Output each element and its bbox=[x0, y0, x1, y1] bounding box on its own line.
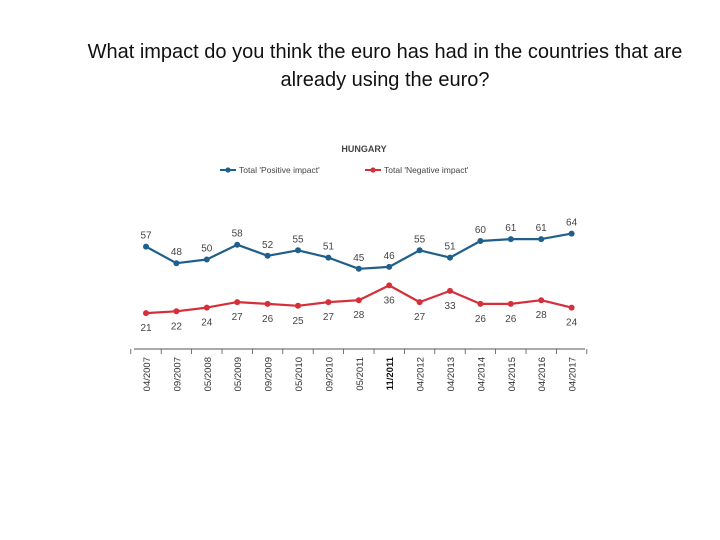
data-label: 28 bbox=[536, 310, 548, 321]
question-title: What impact do you think the euro has ha… bbox=[87, 41, 683, 91]
data-label: 51 bbox=[444, 242, 456, 253]
data-point bbox=[234, 299, 241, 306]
x-tick-label: 04/2016 bbox=[537, 357, 548, 391]
legend-label-1: Total 'Negative impact' bbox=[384, 165, 469, 175]
data-point bbox=[386, 282, 393, 289]
x-tick-label: 09/2009 bbox=[264, 357, 275, 391]
chart-title: HUNGARY bbox=[341, 144, 386, 154]
data-label: 50 bbox=[201, 244, 213, 255]
data-label: 60 bbox=[475, 225, 487, 236]
data-point bbox=[295, 247, 301, 254]
data-point bbox=[568, 230, 575, 237]
x-tick-label: 11/2011 bbox=[385, 356, 396, 390]
data-point bbox=[538, 297, 545, 304]
data-point bbox=[416, 299, 423, 306]
data-label: 27 bbox=[323, 312, 335, 323]
x-tick-label: 09/2007 bbox=[172, 357, 183, 391]
data-label: 27 bbox=[414, 312, 426, 323]
data-label: 48 bbox=[171, 247, 183, 258]
data-label: 61 bbox=[536, 223, 548, 234]
data-point bbox=[477, 238, 484, 244]
x-tick-label: 05/2009 bbox=[233, 357, 244, 391]
data-point bbox=[234, 241, 241, 248]
data-label: 28 bbox=[353, 310, 365, 321]
data-label: 27 bbox=[232, 312, 244, 323]
data-point bbox=[386, 263, 393, 270]
data-point bbox=[538, 236, 545, 243]
data-label: 26 bbox=[475, 314, 487, 325]
data-point bbox=[295, 302, 301, 309]
data-label: 58 bbox=[232, 229, 244, 240]
data-point bbox=[264, 252, 271, 259]
data-point bbox=[477, 300, 484, 307]
data-label: 22 bbox=[171, 321, 183, 332]
data-label: 61 bbox=[505, 223, 517, 234]
data-label: 55 bbox=[292, 234, 304, 245]
data-label: 25 bbox=[292, 316, 304, 327]
data-point bbox=[507, 236, 514, 243]
data-label: 33 bbox=[444, 301, 456, 312]
data-point bbox=[447, 287, 453, 294]
data-label: 55 bbox=[414, 234, 426, 245]
x-tick-label: 05/2010 bbox=[294, 357, 305, 391]
x-tick-label: 04/2015 bbox=[507, 357, 518, 391]
x-tick-label: 04/2012 bbox=[416, 357, 427, 391]
data-label: 24 bbox=[566, 318, 578, 329]
data-point bbox=[173, 260, 180, 267]
x-tick-label: 04/2013 bbox=[446, 357, 457, 391]
data-label: 46 bbox=[384, 251, 396, 262]
data-label: 26 bbox=[505, 314, 517, 325]
data-point bbox=[264, 300, 271, 307]
data-label: 64 bbox=[566, 218, 578, 229]
legend-marker-0 bbox=[225, 167, 231, 173]
data-label: 21 bbox=[140, 323, 152, 334]
data-point bbox=[173, 308, 180, 315]
plot-area: 04/2007 09/2007 05/2008 05/2009 09/2009 05/20… bbox=[130, 218, 588, 391]
data-point bbox=[416, 247, 423, 254]
data-label: 51 bbox=[323, 242, 335, 253]
data-point bbox=[325, 254, 332, 261]
data-point bbox=[143, 243, 149, 250]
x-tick-label: 05/2011 bbox=[355, 357, 366, 391]
data-point bbox=[507, 300, 514, 307]
data-point bbox=[568, 304, 575, 311]
data-label: 57 bbox=[140, 231, 152, 242]
data-point bbox=[203, 304, 210, 311]
data-label: 24 bbox=[201, 318, 213, 329]
data-point bbox=[447, 254, 453, 261]
data-label: 26 bbox=[262, 314, 274, 325]
x-tick-label: 04/2017 bbox=[568, 357, 579, 391]
legend: Total 'Positive impact' Total 'Negative i… bbox=[220, 165, 469, 175]
data-label: 52 bbox=[262, 240, 274, 251]
data-point bbox=[325, 299, 332, 306]
data-point bbox=[203, 256, 210, 263]
legend-label-0: Total 'Positive impact' bbox=[239, 165, 320, 175]
data-point bbox=[143, 310, 149, 317]
data-point bbox=[355, 265, 362, 272]
x-tick-label: 04/2014 bbox=[476, 357, 487, 391]
data-point bbox=[355, 297, 362, 304]
legend-marker-1 bbox=[370, 167, 376, 173]
x-tick-label: 09/2010 bbox=[324, 357, 335, 391]
data-label: 36 bbox=[384, 295, 396, 306]
x-tick-label: 05/2008 bbox=[203, 357, 214, 391]
data-label: 45 bbox=[353, 253, 365, 264]
x-tick-label: 04/2007 bbox=[142, 357, 153, 391]
